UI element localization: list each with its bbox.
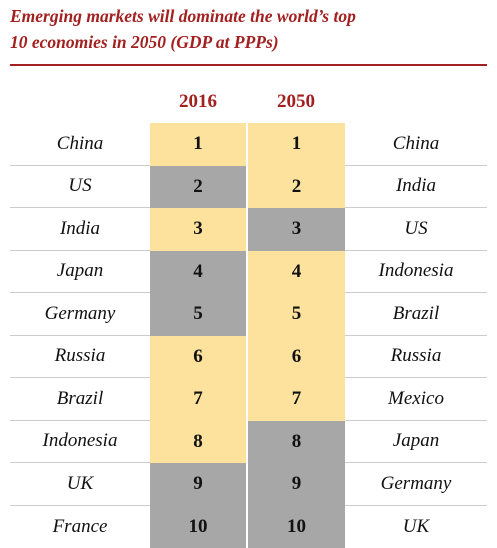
- country-2050: US: [345, 208, 487, 251]
- rank-2050: 1: [248, 123, 345, 166]
- rank-2016: 1: [150, 123, 246, 166]
- country-2050: Indonesia: [345, 251, 487, 293]
- rank-2016: 10: [150, 505, 246, 548]
- country-2050: Japan: [345, 421, 487, 463]
- title-rule: [10, 64, 487, 66]
- title-line: 10 economies in 2050 (GDP at PPPs): [10, 32, 279, 52]
- country-2016: US: [10, 166, 150, 208]
- country-2016: China: [10, 123, 150, 166]
- country-2016: France: [52, 515, 108, 537]
- country-2016: Russia: [10, 336, 150, 378]
- country-2050: Russia: [345, 336, 487, 378]
- country-2050: UK: [402, 515, 430, 537]
- rank-2050: 5: [248, 293, 345, 336]
- rank-2050: 2: [248, 165, 345, 208]
- rank-2016: 4: [150, 250, 246, 293]
- country-2016: Indonesia: [10, 421, 150, 463]
- country-2016: Brazil: [10, 378, 150, 421]
- rank-2016: 8: [150, 420, 246, 463]
- rank-2050: 7: [248, 378, 345, 421]
- country-2016: UK: [10, 463, 150, 506]
- rank-2016: 6: [150, 335, 246, 378]
- rank-2016: 3: [150, 208, 246, 251]
- rank-2050: 8: [248, 420, 345, 463]
- rank-2050: 9: [248, 463, 345, 506]
- rank-2016: 5: [150, 293, 246, 336]
- rank-2050: 4: [248, 250, 345, 293]
- country-2050: Brazil: [345, 293, 487, 336]
- rank-2050: 10: [248, 505, 345, 548]
- country-2016: India: [10, 208, 150, 251]
- rank-2050: 3: [248, 208, 345, 251]
- country-2050: Mexico: [345, 378, 487, 421]
- column-header: 2016: [179, 91, 217, 112]
- country-2016: Germany: [10, 293, 150, 336]
- country-2016: Japan: [10, 251, 150, 293]
- rank-2016: 2: [150, 165, 246, 208]
- country-2050: India: [345, 166, 487, 208]
- column-header: 2050: [277, 91, 315, 112]
- rank-2016: 9: [150, 463, 246, 506]
- rank-2050: 6: [248, 335, 345, 378]
- title-line: Emerging markets will dominate the world…: [10, 6, 356, 26]
- rank-2016: 7: [150, 378, 246, 421]
- country-2050: China: [345, 123, 487, 166]
- country-2050: Germany: [345, 463, 487, 506]
